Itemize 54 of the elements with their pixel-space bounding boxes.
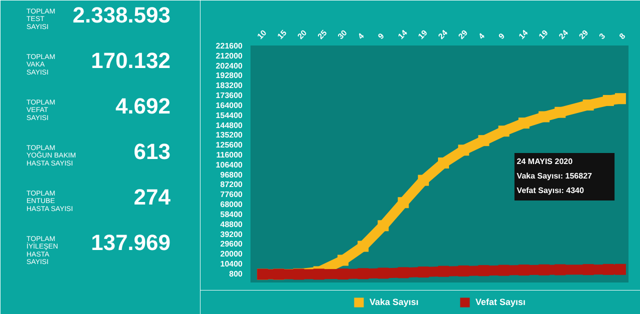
y-tick-label: 77600 [220,190,244,200]
y-tick-label: 202400 [216,61,244,70]
y-tick-label: 106400 [216,160,244,170]
y-tick-label: 144800 [216,120,244,130]
x-tick-label: 4 [356,31,366,41]
text: 170.132 [90,48,171,73]
y-tick-label: 183200 [216,81,244,90]
annotation: Vefat Sayısı: 4340 [516,186,585,196]
x-tick-label: 4 [476,31,487,41]
x-tick-label: 15 [276,28,289,41]
legend-label: Vaka Sayısı [369,297,418,307]
y-tick-label: 135200 [216,130,244,140]
x-tick-label: 29 [456,28,470,41]
y-tick-label: 212000 [216,51,244,60]
x-tick-label: 10 [256,28,269,41]
y-tick-label: 116000 [216,150,244,160]
y-tick-label: 164000 [216,100,244,110]
x-tick-label: 24 [557,28,570,41]
y-tick-label: 39200 [220,230,244,239]
x-tick-label: 19 [537,28,550,41]
annotation: Vaka Sayısı: 156827 [516,172,593,181]
x-tick-label: 19 [416,28,430,41]
text: 274 [134,184,172,210]
x-tick-label: 3 [597,31,608,41]
annotation: 24 MAYIS 2020 [516,157,574,166]
x-tick-label: 9 [376,31,386,41]
y-tick-label: 96800 [220,170,244,180]
y-tick-label: 20000 [220,250,244,259]
x-tick-label: 9 [496,31,507,41]
y-tick-label: 192800 [216,71,244,80]
y-tick-label: 173600 [216,91,244,100]
legend-label: Vefat Sayısı [476,297,526,307]
x-tick-label: 24 [436,28,450,41]
y-tick-label: 125600 [216,140,244,150]
text: 4.692 [115,94,171,118]
y-tick-label: 10400 [220,260,244,269]
text: 613 [134,139,171,164]
text: 2.338.593 [72,2,171,28]
y-tick-label: 68000 [220,200,244,210]
x-tick-label: 30 [336,28,350,41]
y-tick-label: 87200 [220,180,244,190]
y-tick-label: 29600 [220,240,244,249]
y-tick-label: 800 [229,269,244,278]
y-tick-label: 221600 [216,42,244,50]
y-tick-label: 154400 [216,110,244,120]
y-tick-label: 48800 [220,220,244,229]
x-tick-label: 14 [396,28,410,41]
x-tick-label: 14 [517,28,530,41]
y-tick-label: 58400 [220,210,244,219]
x-tick-label: 20 [296,28,309,41]
text: 137.969 [90,230,171,255]
x-tick-label: 29 [577,28,590,41]
x-tick-label: 8 [618,31,628,41]
x-tick-label: 25 [316,28,330,41]
